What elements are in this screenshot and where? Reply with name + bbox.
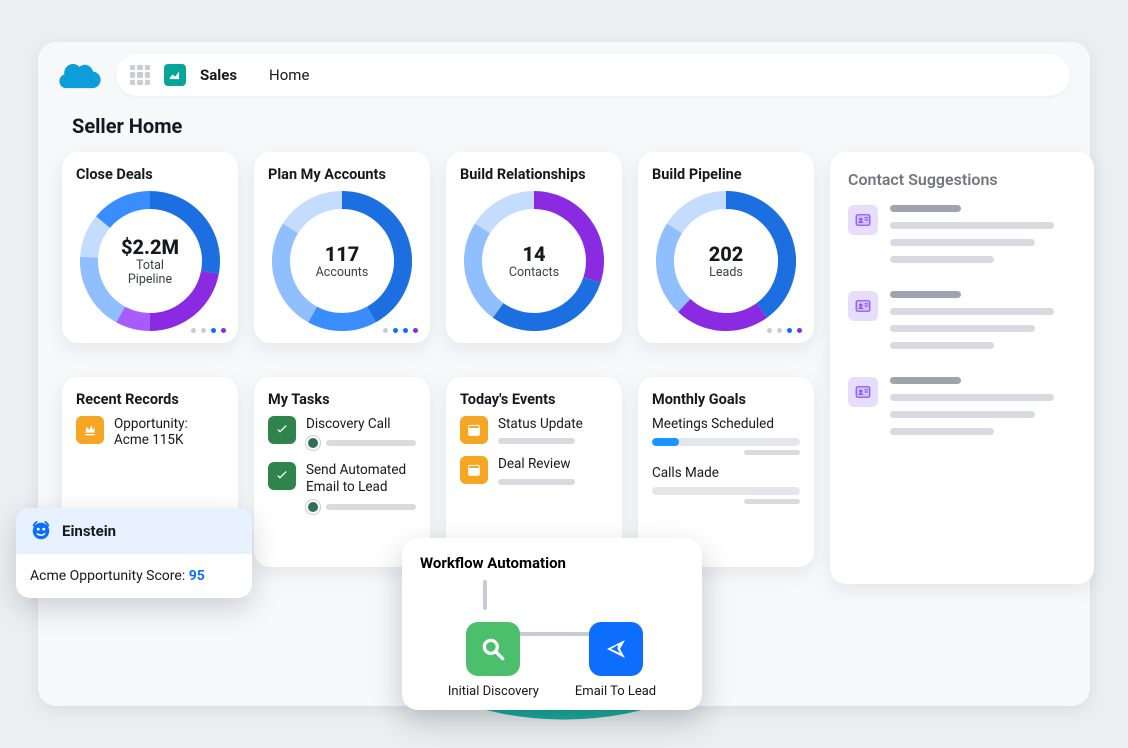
contact-suggestions-card: Contact Suggestions bbox=[830, 152, 1094, 584]
task-label: Send Automated Email to Lead bbox=[306, 462, 416, 496]
contact-card-icon bbox=[848, 205, 878, 235]
workflow-automation-popover: Workflow Automation Initial Discovery Em… bbox=[402, 538, 702, 710]
goal-label: Meetings Scheduled bbox=[652, 416, 800, 432]
workflow-node[interactable]: Initial Discovery bbox=[448, 622, 539, 699]
goal-label: Calls Made bbox=[652, 465, 800, 481]
search-icon bbox=[466, 622, 520, 676]
goal-placeholder bbox=[744, 450, 800, 455]
kpi-sub: Accounts bbox=[316, 266, 369, 280]
event-item[interactable]: Deal Review bbox=[460, 456, 608, 485]
app-window: Sales Home Seller Home Close Deals $2.2M… bbox=[38, 42, 1090, 706]
einstein-popover: Einstein Acme Opportunity Score: 95 bbox=[16, 508, 252, 598]
einstein-body: Acme Opportunity Score: 95 bbox=[16, 554, 252, 598]
kpi-value: 117 bbox=[325, 242, 360, 266]
todays-events-title: Today's Events bbox=[460, 391, 608, 408]
event-item[interactable]: Status Update bbox=[460, 416, 608, 445]
suggestion-placeholder-lines bbox=[890, 205, 1076, 263]
kpi-card-2[interactable]: Build Relationships 14 Contacts bbox=[446, 152, 622, 343]
task-item[interactable]: Send Automated Email to Lead bbox=[268, 462, 416, 514]
goal-progress bbox=[652, 438, 800, 446]
goal-progress bbox=[652, 487, 800, 495]
task-label: Discovery Call bbox=[306, 416, 416, 433]
salesforce-cloud-icon bbox=[58, 60, 102, 90]
einstein-body-text: Acme Opportunity Score: bbox=[30, 568, 189, 584]
workflow-title: Workflow Automation bbox=[420, 554, 684, 572]
kpi-value: 202 bbox=[709, 242, 744, 266]
suggestion-placeholder-lines bbox=[890, 377, 1076, 435]
pager-dots[interactable] bbox=[191, 328, 226, 333]
kpi-title: Plan My Accounts bbox=[268, 166, 416, 183]
send-icon bbox=[589, 622, 643, 676]
kpi-title: Build Relationships bbox=[460, 166, 608, 183]
calendar-icon bbox=[460, 456, 488, 484]
kpi-card-0[interactable]: Close Deals $2.2M TotalPipeline bbox=[62, 152, 238, 343]
donut-chart: $2.2M TotalPipeline bbox=[80, 191, 220, 331]
page-title: Seller Home bbox=[38, 106, 1090, 152]
pager-dots[interactable] bbox=[383, 328, 418, 333]
contact-suggestion-item[interactable] bbox=[848, 291, 1076, 349]
calendar-icon bbox=[460, 416, 488, 444]
donut-chart: 14 Contacts bbox=[464, 191, 604, 331]
workflow-node[interactable]: Email To Lead bbox=[575, 622, 656, 699]
pager-dots[interactable] bbox=[767, 328, 802, 333]
sales-app-icon[interactable] bbox=[164, 64, 186, 86]
einstein-header: Einstein bbox=[16, 508, 252, 554]
einstein-score: 95 bbox=[189, 568, 205, 584]
workflow-node-label: Initial Discovery bbox=[448, 684, 539, 699]
avatar-icon bbox=[306, 436, 320, 450]
kpi-value: 14 bbox=[522, 242, 545, 266]
kpi-sub: Contacts bbox=[509, 266, 559, 280]
task-item[interactable]: Discovery Call bbox=[268, 416, 416, 451]
event-label: Status Update bbox=[498, 416, 608, 433]
event-label: Deal Review bbox=[498, 456, 608, 473]
recent-record-item[interactable]: Opportunity: Acme 115K bbox=[76, 416, 224, 450]
einstein-title: Einstein bbox=[62, 522, 116, 540]
kpi-card-3[interactable]: Build Pipeline 202 Leads bbox=[638, 152, 814, 343]
monthly-goals-title: Monthly Goals bbox=[652, 391, 800, 408]
goal-placeholder bbox=[744, 499, 800, 504]
recent-records-title: Recent Records bbox=[76, 391, 224, 408]
recent-record-label: Opportunity: Acme 115K bbox=[114, 416, 224, 450]
kpi-card-1[interactable]: Plan My Accounts 117 Accounts bbox=[254, 152, 430, 343]
task-check-icon[interactable] bbox=[268, 462, 296, 490]
kpi-value: $2.2M bbox=[121, 235, 179, 259]
my-tasks-card: My Tasks Discovery Call Send Automated E… bbox=[254, 377, 430, 567]
kpi-sub: TotalPipeline bbox=[128, 259, 172, 288]
app-launcher-icon[interactable] bbox=[130, 65, 150, 85]
nav-item-home[interactable]: Home bbox=[269, 66, 309, 84]
app-name[interactable]: Sales bbox=[200, 66, 237, 84]
avatar-icon bbox=[306, 500, 320, 514]
my-tasks-title: My Tasks bbox=[268, 391, 416, 408]
contact-card-icon bbox=[848, 377, 878, 407]
suggestion-placeholder-lines bbox=[890, 291, 1076, 349]
contact-card-icon bbox=[848, 291, 878, 321]
header: Sales Home bbox=[38, 42, 1090, 106]
kpi-title: Build Pipeline bbox=[652, 166, 800, 183]
kpi-sub: Leads bbox=[709, 266, 743, 280]
contact-suggestion-item[interactable] bbox=[848, 205, 1076, 263]
nav-bar: Sales Home bbox=[116, 54, 1070, 96]
kpi-title: Close Deals bbox=[76, 166, 224, 183]
donut-chart: 202 Leads bbox=[656, 191, 796, 331]
einstein-icon bbox=[30, 520, 52, 542]
opportunity-icon bbox=[76, 416, 104, 444]
contact-suggestion-item[interactable] bbox=[848, 377, 1076, 435]
donut-chart: 117 Accounts bbox=[272, 191, 412, 331]
contact-suggestions-title: Contact Suggestions bbox=[848, 170, 1076, 189]
workflow-node-label: Email To Lead bbox=[575, 684, 656, 699]
task-check-icon[interactable] bbox=[268, 416, 296, 444]
